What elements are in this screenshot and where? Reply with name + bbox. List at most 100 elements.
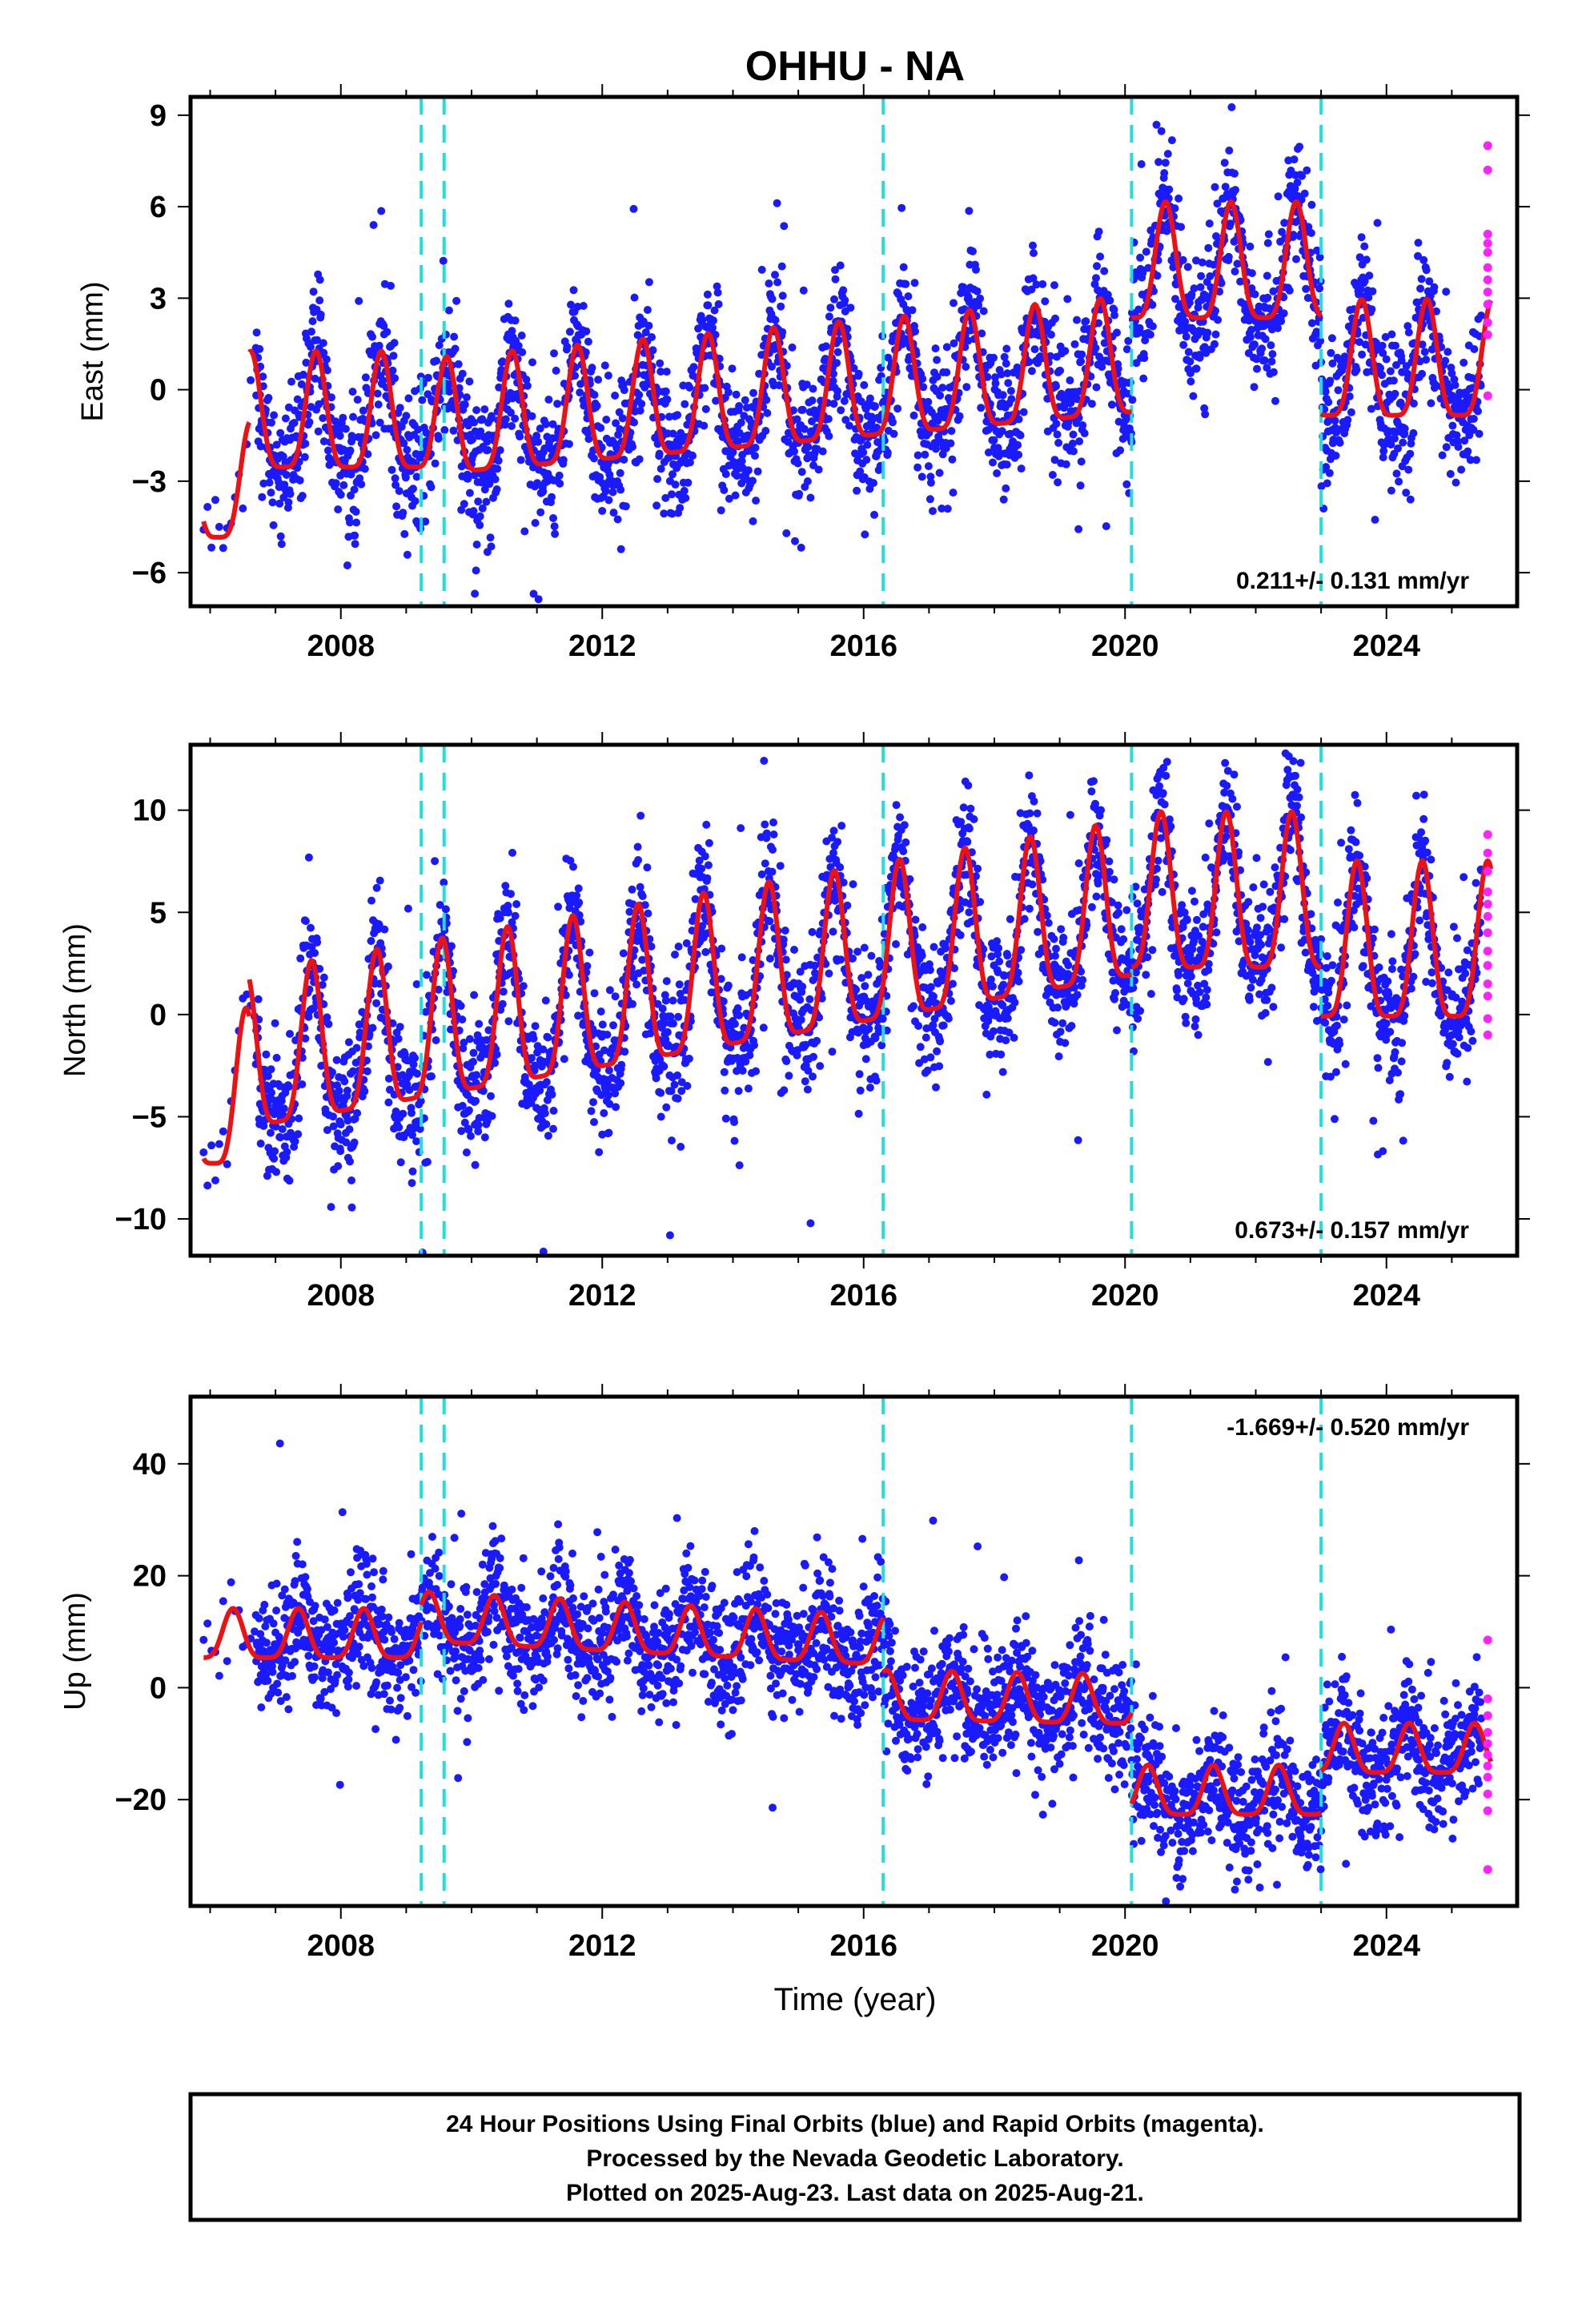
final-point [484,1026,493,1035]
final-point [1198,258,1207,267]
final-point [449,426,458,435]
final-point [1452,431,1461,440]
final-point [1157,127,1166,135]
final-point [665,1231,674,1240]
final-point [211,496,219,505]
final-point [539,1045,548,1054]
final-point [877,1041,886,1050]
final-point [1321,388,1330,396]
final-point [643,863,652,872]
rapid-point [1483,165,1492,175]
final-point [977,404,986,412]
final-point [619,949,628,958]
final-point [1474,407,1482,416]
final-point [600,361,609,370]
final-point [1420,348,1429,356]
final-point [963,838,972,846]
final-point [1077,357,1086,366]
final-point [258,493,267,501]
final-point [373,389,382,398]
final-point [1376,364,1385,372]
final-point [702,820,711,829]
final-point [829,927,837,936]
final-point [721,1114,730,1123]
final-point [704,861,713,870]
final-point [738,1067,747,1075]
y-axis-label: East (mm) [76,281,110,421]
final-point [528,412,536,420]
final-point [1211,330,1220,339]
final-point [351,508,360,516]
final-point [1128,396,1137,404]
final-point [388,366,397,375]
final-point [1416,284,1425,293]
rapid-point [1483,318,1492,328]
final-point [491,1059,500,1068]
final-point [336,1147,345,1156]
final-point [1469,425,1478,434]
final-point [560,1055,568,1063]
final-point [933,356,942,364]
final-point [1441,356,1450,365]
final-point [997,370,1006,379]
final-point [612,419,620,428]
final-point [457,1127,466,1136]
final-point [899,847,908,855]
final-point [329,1122,338,1131]
final-point [648,333,656,341]
final-point [939,1021,948,1030]
final-point [529,589,538,598]
final-point [1335,438,1344,447]
final-point [604,1128,613,1137]
final-point [701,384,709,392]
final-point [1247,284,1256,292]
final-point [1064,418,1073,427]
final-point [1379,453,1387,462]
final-point [986,1050,994,1059]
final-point [788,343,797,352]
final-point [1415,357,1424,366]
final-point [1409,428,1418,437]
final-point [689,363,698,372]
final-point [1205,219,1214,228]
final-point [681,493,690,502]
final-point [969,247,977,255]
final-point [669,1019,677,1028]
final-point [1019,408,1028,416]
final-point [771,316,780,324]
final-point [825,854,834,863]
final-point [768,867,777,876]
final-point [797,543,805,552]
final-point [309,287,318,296]
final-point [603,1031,612,1039]
final-point [762,829,771,838]
final-point [440,426,449,434]
final-point [1307,319,1316,328]
final-point [1303,166,1311,175]
final-point [697,864,706,873]
final-point [1046,352,1054,360]
final-point [865,1084,874,1092]
final-point [1221,183,1230,191]
final-point [350,485,359,494]
final-point [869,479,877,488]
x-tick-label: 2008 [307,629,375,663]
final-point [854,1109,863,1118]
final-point [267,1088,275,1097]
final-point [590,989,599,998]
final-point [1041,297,1050,306]
final-point [259,1122,268,1130]
final-point [889,429,898,438]
final-point [414,425,423,434]
final-point [267,418,275,427]
final-point [1136,253,1145,262]
final-point [1124,336,1133,345]
final-point [1094,227,1103,236]
final-point [531,519,540,527]
final-point [677,1143,685,1151]
final-point [462,1148,471,1157]
final-point [1078,350,1086,359]
final-point [644,321,653,330]
final-point [722,447,731,456]
